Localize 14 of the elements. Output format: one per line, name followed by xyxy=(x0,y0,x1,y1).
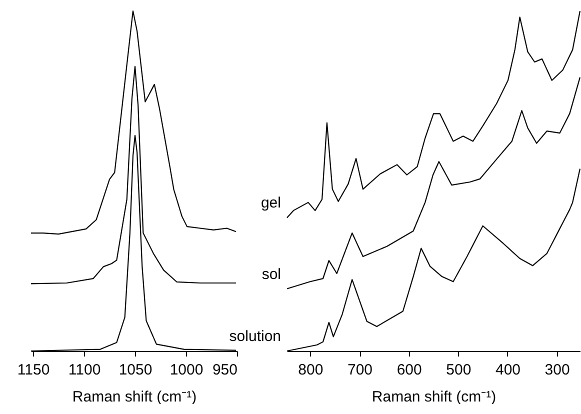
x-tick-label: 800 xyxy=(298,362,324,378)
x-tick-label: 500 xyxy=(446,362,472,378)
x-tick-label: 950 xyxy=(212,362,238,378)
x-tick-label: 600 xyxy=(396,362,422,378)
series-label: gel xyxy=(260,194,281,212)
x-tick-label: 1050 xyxy=(118,362,152,378)
x-tick-label: 1000 xyxy=(170,362,204,378)
series-label: sol xyxy=(262,266,281,283)
x-tick-label: 700 xyxy=(347,362,373,378)
x-tick-label: 300 xyxy=(544,362,570,378)
x-tick-label: 1100 xyxy=(68,362,101,378)
x-tick-label: 1150 xyxy=(17,362,50,378)
series-label: solution xyxy=(229,328,281,345)
x-tick-label: 400 xyxy=(495,362,521,378)
